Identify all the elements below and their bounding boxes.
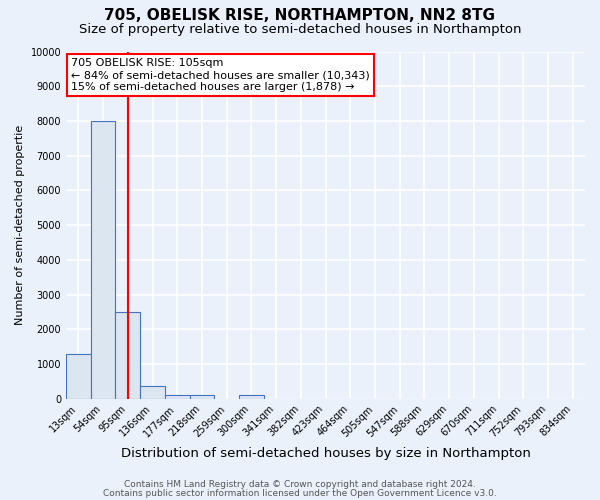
Bar	[115, 312, 140, 399]
Text: 705 OBELISK RISE: 105sqm
← 84% of semi-detached houses are smaller (10,343)
15% : 705 OBELISK RISE: 105sqm ← 84% of semi-d…	[71, 58, 370, 92]
Bar	[190, 396, 214, 399]
Y-axis label: Number of semi-detached propertie: Number of semi-detached propertie	[15, 125, 25, 326]
X-axis label: Distribution of semi-detached houses by size in Northampton: Distribution of semi-detached houses by …	[121, 447, 530, 460]
Bar	[239, 396, 264, 399]
Bar	[140, 386, 165, 399]
Text: Contains public sector information licensed under the Open Government Licence v3: Contains public sector information licen…	[103, 488, 497, 498]
Bar	[66, 354, 91, 399]
Bar	[165, 394, 190, 399]
Bar	[91, 121, 115, 399]
Text: 705, OBELISK RISE, NORTHAMPTON, NN2 8TG: 705, OBELISK RISE, NORTHAMPTON, NN2 8TG	[104, 8, 496, 22]
Text: Size of property relative to semi-detached houses in Northampton: Size of property relative to semi-detach…	[79, 22, 521, 36]
Text: Contains HM Land Registry data © Crown copyright and database right 2024.: Contains HM Land Registry data © Crown c…	[124, 480, 476, 489]
